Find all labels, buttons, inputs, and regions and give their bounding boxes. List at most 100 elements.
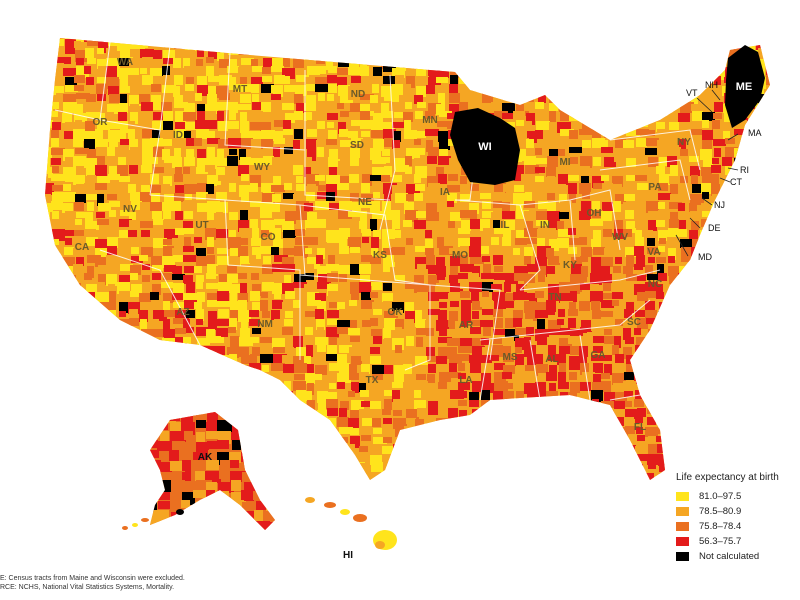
county-cell xyxy=(503,255,510,267)
county-cell xyxy=(579,311,592,318)
county-cell xyxy=(769,319,770,330)
county-cell xyxy=(625,210,634,219)
county-cell xyxy=(262,328,269,339)
county-cell xyxy=(526,59,536,71)
county-cell xyxy=(580,76,589,88)
county-cell xyxy=(394,112,408,118)
county-cell xyxy=(472,266,480,277)
county-cell xyxy=(516,219,529,228)
county-cell xyxy=(439,464,449,472)
county-cell xyxy=(361,401,373,407)
county-cell xyxy=(777,301,784,308)
county-cell xyxy=(230,310,242,321)
county-cell xyxy=(250,291,260,301)
county-cell xyxy=(63,292,75,299)
county-cell xyxy=(425,453,435,460)
county-cell xyxy=(725,166,732,175)
county-cell xyxy=(667,373,674,385)
county-cell xyxy=(604,248,618,259)
county-cell xyxy=(579,93,587,101)
county-cell xyxy=(568,401,578,410)
county-cell xyxy=(505,383,516,389)
county-cell xyxy=(546,139,557,148)
county-cell xyxy=(84,139,95,150)
county-cell xyxy=(569,194,576,203)
county-cell xyxy=(278,480,291,492)
county-cell xyxy=(537,246,551,257)
county-cell xyxy=(535,382,546,394)
county-cell xyxy=(469,355,483,363)
county-cell xyxy=(340,94,353,103)
county-cell xyxy=(436,283,450,290)
county-cell xyxy=(689,266,703,272)
county-cell xyxy=(130,372,144,380)
county-cell xyxy=(395,319,404,329)
county-cell xyxy=(76,212,89,218)
county-cell xyxy=(524,337,531,347)
county-cell xyxy=(183,221,193,231)
county-cell xyxy=(736,445,747,454)
county-cell xyxy=(414,95,423,104)
county-cell xyxy=(262,76,272,82)
county-cell xyxy=(53,354,60,363)
county-cell xyxy=(161,102,172,113)
county-cell xyxy=(265,471,275,481)
county-cell xyxy=(657,140,665,149)
county-cell xyxy=(404,463,413,475)
county-cell xyxy=(560,444,568,455)
county-cell xyxy=(119,426,132,436)
county-cell xyxy=(505,427,515,435)
county-cell xyxy=(372,76,379,86)
county-cell xyxy=(217,291,229,303)
county-cell xyxy=(86,112,100,118)
county-cell xyxy=(395,356,407,362)
county-cell xyxy=(316,255,323,264)
county-cell xyxy=(702,383,711,389)
county-cell xyxy=(392,140,400,149)
county-cell xyxy=(757,273,768,280)
county-cell xyxy=(129,318,139,326)
county-cell xyxy=(450,75,458,85)
county-cell xyxy=(382,471,391,477)
county-cell xyxy=(692,184,704,193)
county-cell xyxy=(139,255,148,261)
county-cell xyxy=(581,201,591,211)
county-cell xyxy=(351,400,364,410)
county-cell xyxy=(87,266,94,278)
county-cell xyxy=(395,489,402,495)
county-cell xyxy=(250,219,258,229)
county-cell xyxy=(284,275,291,286)
county-cell xyxy=(207,212,214,224)
county-cell xyxy=(725,257,733,265)
county-cell xyxy=(240,121,249,133)
county-cell xyxy=(503,365,515,374)
county-cell xyxy=(327,94,334,101)
county-cell xyxy=(306,228,319,238)
county-cell xyxy=(637,318,648,329)
county-cell xyxy=(744,265,757,272)
county-cell xyxy=(206,522,220,530)
county-cell xyxy=(360,211,367,222)
county-cell xyxy=(505,445,518,456)
county-cell xyxy=(216,202,228,213)
county-cell xyxy=(296,157,306,167)
county-cell xyxy=(251,84,259,93)
county-cell xyxy=(317,463,327,471)
county-cell xyxy=(417,408,428,417)
county-cell xyxy=(535,454,544,461)
county-cell xyxy=(571,212,584,219)
county-cell xyxy=(45,391,52,403)
county-cell xyxy=(327,372,335,382)
county-cell xyxy=(181,412,197,423)
county-cell xyxy=(304,237,318,245)
county-cell xyxy=(778,221,790,231)
county-cell xyxy=(63,149,74,161)
county-cell xyxy=(769,363,770,371)
county-cell xyxy=(744,346,756,353)
county-cell xyxy=(370,95,378,103)
county-cell xyxy=(348,221,360,232)
county-cell xyxy=(273,354,287,365)
county-cell xyxy=(460,255,468,266)
legend-swatch xyxy=(676,552,689,561)
county-cell xyxy=(493,94,503,105)
